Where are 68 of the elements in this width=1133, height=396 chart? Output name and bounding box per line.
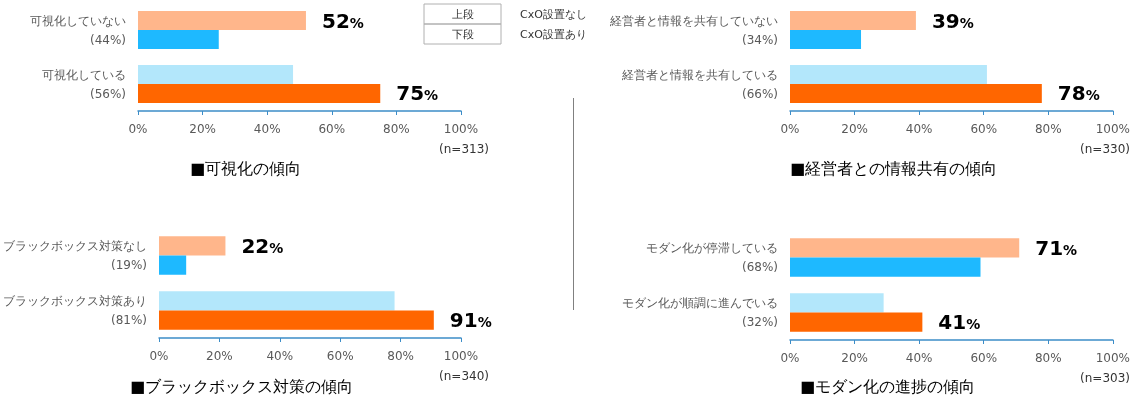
data-label: 52% <box>321 8 364 33</box>
x-tick-label: 20% <box>189 122 216 136</box>
bar <box>159 310 434 330</box>
text: CxO設置あり <box>520 27 587 41</box>
x-tick-label: 40% <box>905 122 933 136</box>
text: (n=303) <box>1080 371 1130 385</box>
x-tick-label: 40% <box>266 349 294 363</box>
bar <box>138 65 294 84</box>
data-label: 75% <box>396 81 439 106</box>
x-tick-label: 100% <box>443 349 479 363</box>
text: (n=330) <box>1080 142 1130 156</box>
bar <box>138 84 381 103</box>
data-label: 78% <box>1057 81 1100 106</box>
data-label: 22% <box>241 233 284 258</box>
data-label: 91% <box>449 308 492 333</box>
x-tick-label: 80% <box>387 349 414 363</box>
x-tick-label: 60% <box>318 122 346 136</box>
data-label: 41% <box>938 310 981 335</box>
x-tick-label: 0% <box>149 349 169 363</box>
data-label: 39% <box>931 8 974 33</box>
x-tick-label: 40% <box>253 122 281 136</box>
bar <box>159 236 226 256</box>
x-tick-label: 80% <box>1034 351 1062 365</box>
text: ■可視化の傾向 <box>190 158 302 178</box>
text: (n=313) <box>439 142 489 156</box>
bar <box>790 238 1020 258</box>
bar <box>790 30 862 49</box>
annotation: 下段 <box>451 27 474 41</box>
text: CxO設置なし <box>520 7 587 21</box>
y-tick-label: ブラックボックス対策なし (19%) <box>3 239 147 272</box>
text: ■ブラックボックス対策の傾向 <box>130 376 354 396</box>
x-tick-label: 80% <box>383 122 410 136</box>
data-label: 71% <box>1035 235 1078 260</box>
x-tick-label: 60% <box>970 122 998 136</box>
annotation: 上段 <box>451 7 474 21</box>
bar <box>790 84 1042 103</box>
x-tick-label: 0% <box>780 351 800 365</box>
x-tick-label: 100% <box>1095 351 1130 365</box>
bar <box>790 312 923 332</box>
x-tick-label: 40% <box>905 351 933 365</box>
bar <box>790 293 884 313</box>
x-tick-label: 20% <box>206 349 233 363</box>
x-tick-label: 20% <box>841 351 868 365</box>
x-tick-label: 0% <box>128 122 148 136</box>
bar <box>790 257 981 277</box>
x-tick-label: 100% <box>443 122 479 136</box>
x-tick-label: 60% <box>970 351 998 365</box>
x-tick-label: 80% <box>1034 122 1062 136</box>
x-tick-label: 60% <box>326 349 354 363</box>
y-tick-label: モダン化が順調に進んでいる (32%) <box>622 296 778 329</box>
text: ■モダン化の進捗の傾向 <box>800 376 976 396</box>
y-tick-label: ブラックボックス対策あり (81%) <box>3 294 147 327</box>
text: ■経営者との情報共有の傾向 <box>790 158 998 178</box>
bar <box>138 11 306 30</box>
y-tick-label: 経営者と情報を共有していない (34%) <box>609 13 778 47</box>
y-tick-label: 可視化していない (44%) <box>30 13 126 47</box>
x-tick-label: 100% <box>1095 122 1130 136</box>
x-tick-label: 0% <box>780 122 800 136</box>
y-tick-label: 可視化している (56%) <box>42 67 126 101</box>
y-tick-label: 経営者と情報を共有している (66%) <box>621 67 778 101</box>
bar <box>138 30 219 49</box>
bar <box>790 11 916 30</box>
bar <box>159 291 395 311</box>
y-tick-label: モダン化が停滞している (68%) <box>646 241 778 274</box>
x-tick-label: 20% <box>841 122 868 136</box>
bar <box>790 65 987 84</box>
bar <box>159 255 187 275</box>
text: (n=340) <box>439 369 489 383</box>
